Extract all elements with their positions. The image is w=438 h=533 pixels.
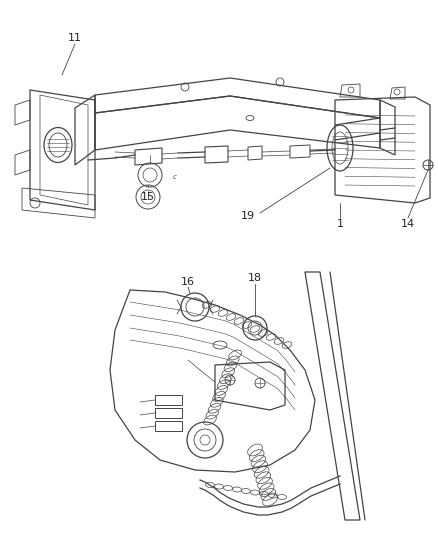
Text: 14: 14 (400, 219, 414, 229)
Text: 18: 18 (247, 273, 261, 283)
Text: 16: 16 (180, 277, 194, 287)
Text: 11: 11 (68, 33, 82, 43)
Text: c: c (173, 174, 177, 180)
Text: 19: 19 (240, 211, 254, 221)
Text: 1: 1 (336, 219, 343, 229)
Text: 15: 15 (141, 192, 155, 202)
